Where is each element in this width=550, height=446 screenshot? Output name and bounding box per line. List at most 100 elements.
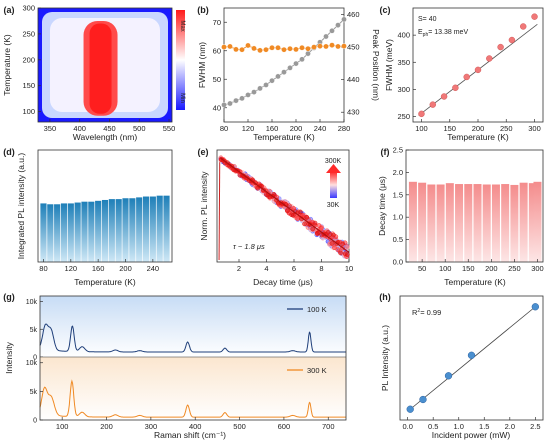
legend-label-1: 300 K: [307, 366, 327, 375]
y-tick-label: 460: [347, 10, 360, 19]
x-tick-label: 2: [237, 264, 241, 273]
panel-f: 50 100 150 200 250 300 0.0 0.5 1.0 1.5 2.0 2.5 Tempe…: [377, 146, 544, 288]
annotation-s: S= 40: [418, 16, 437, 23]
x-tick-label: 120: [65, 264, 78, 273]
series-point-0: [287, 65, 293, 71]
decay-point: [302, 221, 308, 227]
y-tick-label: 200: [22, 55, 35, 64]
series-point-1: [269, 44, 275, 51]
x-tick-label: 150: [443, 124, 456, 133]
r2-sup: 2: [417, 308, 420, 314]
r2-label: R2= 0.99: [412, 308, 441, 317]
x-tick-label: 600: [278, 422, 291, 431]
legend-high-label: 300K: [325, 158, 342, 165]
data-point: [474, 66, 482, 74]
bar: [418, 182, 427, 262]
x-tick-label: 550: [163, 124, 176, 133]
series-point-0: [305, 50, 311, 57]
bar: [427, 184, 436, 262]
annotation-eph-value: = 13.38 meV: [428, 29, 468, 36]
bar: [510, 184, 519, 262]
y-axis-label: PL Intensity (a.u.): [380, 325, 390, 391]
bar: [163, 195, 170, 262]
data-point: [429, 101, 436, 108]
series-point-1: [287, 45, 293, 52]
series-point-0: [281, 69, 287, 75]
data-point: [418, 110, 425, 118]
colorbar-max-label: Max: [179, 20, 185, 31]
plot-frame: [37, 7, 173, 123]
data-point: [497, 43, 504, 51]
bar: [122, 198, 129, 262]
bar: [156, 195, 163, 262]
x-tick-label: 100: [415, 124, 428, 133]
panel-label: (h): [379, 292, 391, 302]
y-tick-label: 1.5: [393, 190, 403, 199]
bar: [115, 199, 122, 262]
x-tick-label: 250: [500, 124, 513, 133]
x-tick-label: 700: [322, 422, 335, 431]
series-point-0: [245, 92, 251, 98]
series-point-1: [323, 43, 329, 50]
series-point-1: [257, 47, 263, 54]
bar: [464, 184, 473, 262]
plot-frame: [405, 149, 544, 263]
series-point-1: [239, 46, 245, 53]
panel-label: (g): [3, 292, 15, 302]
series-point-1: [299, 44, 305, 51]
y-tick-label: 5k: [30, 389, 38, 396]
series-point-0: [329, 27, 335, 34]
data-point: [531, 13, 538, 20]
decay-point: [331, 232, 336, 238]
panel-label: (d): [3, 147, 15, 157]
panels-layer: 350 400 450 500 550100150200250300Wavelength…: [2, 4, 544, 441]
bar: [108, 199, 115, 262]
series-point-0: [221, 102, 227, 108]
spectrum-line-1: [39, 379, 346, 418]
x-tick-label: 200: [290, 124, 303, 133]
x-tick-label: 100: [439, 264, 452, 273]
series-point-0: [335, 22, 341, 28]
x-tick-label: 300: [528, 124, 541, 133]
y-tick-label: 5k: [30, 327, 38, 334]
x-tick-label: 150: [462, 264, 475, 273]
data-point: [467, 351, 476, 359]
data-point: [463, 73, 470, 81]
series-point-0: [263, 82, 269, 88]
data-point: [440, 93, 448, 100]
decay-point: [318, 225, 324, 231]
annotation-eph: Eph= 13.38 meV: [418, 29, 468, 38]
panel-g: 0 5k 10k 100 K 0 5k 10k 300 K 100 200 300 400 500 600…: [3, 292, 347, 440]
y-tick-label: 0: [33, 355, 37, 362]
x-tick-label: 400: [189, 422, 202, 431]
y-tick-label: 2.5: [393, 146, 403, 155]
panel-label: (b): [197, 5, 209, 15]
x-tick-label: 240: [147, 264, 160, 273]
panel-label: (f): [381, 147, 390, 157]
bar: [142, 196, 150, 262]
bar: [95, 200, 102, 262]
x-tick-label: 500: [133, 124, 146, 133]
r2-value: = 0.99: [420, 308, 441, 317]
x-tick-label: 2.5: [530, 422, 540, 431]
bar: [129, 198, 136, 262]
x-axis-label: Wavelength (nm): [73, 132, 138, 142]
y-tick-label: 400: [397, 31, 410, 40]
y-tick-label: 440: [347, 75, 360, 84]
series-point-0: [323, 33, 329, 40]
y-tick-label: 100: [22, 107, 35, 116]
series-point-0: [293, 60, 299, 67]
x-tick-label: 2.0: [505, 422, 515, 431]
series-point-1: [221, 44, 227, 50]
bar: [473, 184, 482, 262]
y-tick-label: 350: [397, 58, 410, 67]
annotation-eph-sub: ph: [423, 32, 429, 38]
y-tick-label: 10k: [26, 360, 38, 367]
decay-point: [310, 226, 316, 232]
bar: [519, 182, 528, 262]
bar: [436, 184, 445, 262]
x-tick-label: 8: [319, 264, 323, 273]
bar: [81, 201, 88, 262]
y-tick-label: 430: [347, 108, 360, 117]
x-tick-label: 200: [119, 264, 132, 273]
